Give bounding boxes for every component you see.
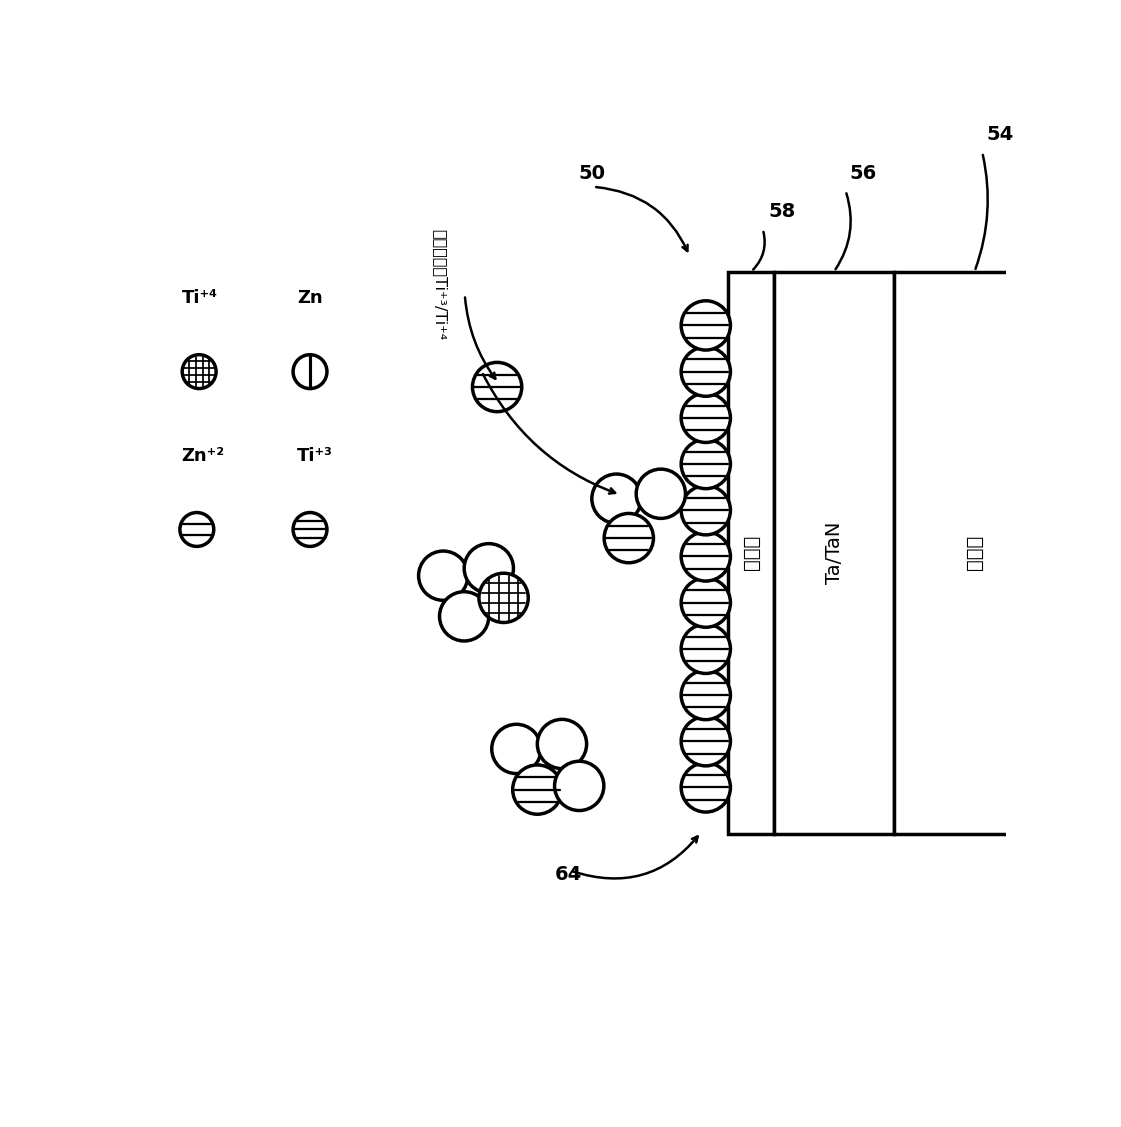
Text: 56: 56 bbox=[850, 165, 877, 183]
Circle shape bbox=[682, 624, 731, 674]
Text: Ti⁺⁴: Ti⁺⁴ bbox=[182, 290, 217, 308]
Circle shape bbox=[682, 578, 731, 628]
Circle shape bbox=[472, 363, 521, 411]
Circle shape bbox=[682, 532, 731, 582]
Text: 64: 64 bbox=[555, 864, 582, 884]
Circle shape bbox=[512, 765, 562, 814]
Text: 50: 50 bbox=[578, 165, 605, 183]
Circle shape bbox=[492, 725, 541, 773]
Circle shape bbox=[682, 763, 731, 813]
Bar bbox=[893, 272, 1055, 834]
Bar bbox=[775, 272, 893, 834]
Circle shape bbox=[555, 761, 604, 810]
Circle shape bbox=[682, 301, 731, 350]
Circle shape bbox=[418, 551, 467, 601]
Circle shape bbox=[183, 355, 216, 389]
Circle shape bbox=[682, 486, 731, 535]
Text: Ti⁺³: Ti⁺³ bbox=[297, 447, 333, 465]
Text: 电介质: 电介质 bbox=[965, 535, 984, 570]
Circle shape bbox=[682, 393, 731, 443]
Text: Zn: Zn bbox=[297, 290, 323, 308]
Circle shape bbox=[592, 474, 641, 523]
Circle shape bbox=[637, 469, 685, 518]
Circle shape bbox=[682, 440, 731, 489]
Circle shape bbox=[439, 592, 489, 641]
Circle shape bbox=[479, 574, 528, 622]
Text: Ta/TaN: Ta/TaN bbox=[825, 522, 843, 584]
Circle shape bbox=[179, 513, 214, 547]
Text: Zn⁺²: Zn⁺² bbox=[182, 447, 224, 465]
Circle shape bbox=[682, 671, 731, 720]
Circle shape bbox=[464, 543, 513, 593]
Bar bbox=[729, 272, 775, 834]
Circle shape bbox=[293, 513, 327, 547]
Circle shape bbox=[537, 719, 586, 769]
Text: 金属层: 金属层 bbox=[742, 535, 761, 570]
Circle shape bbox=[682, 347, 731, 397]
Text: 物理吸附的Ti⁺³/Ti⁺⁴: 物理吸附的Ti⁺³/Ti⁺⁴ bbox=[432, 229, 447, 340]
Text: 58: 58 bbox=[768, 203, 796, 222]
Circle shape bbox=[293, 355, 327, 389]
Circle shape bbox=[682, 717, 731, 766]
Circle shape bbox=[604, 514, 654, 562]
Text: 54: 54 bbox=[986, 125, 1013, 144]
